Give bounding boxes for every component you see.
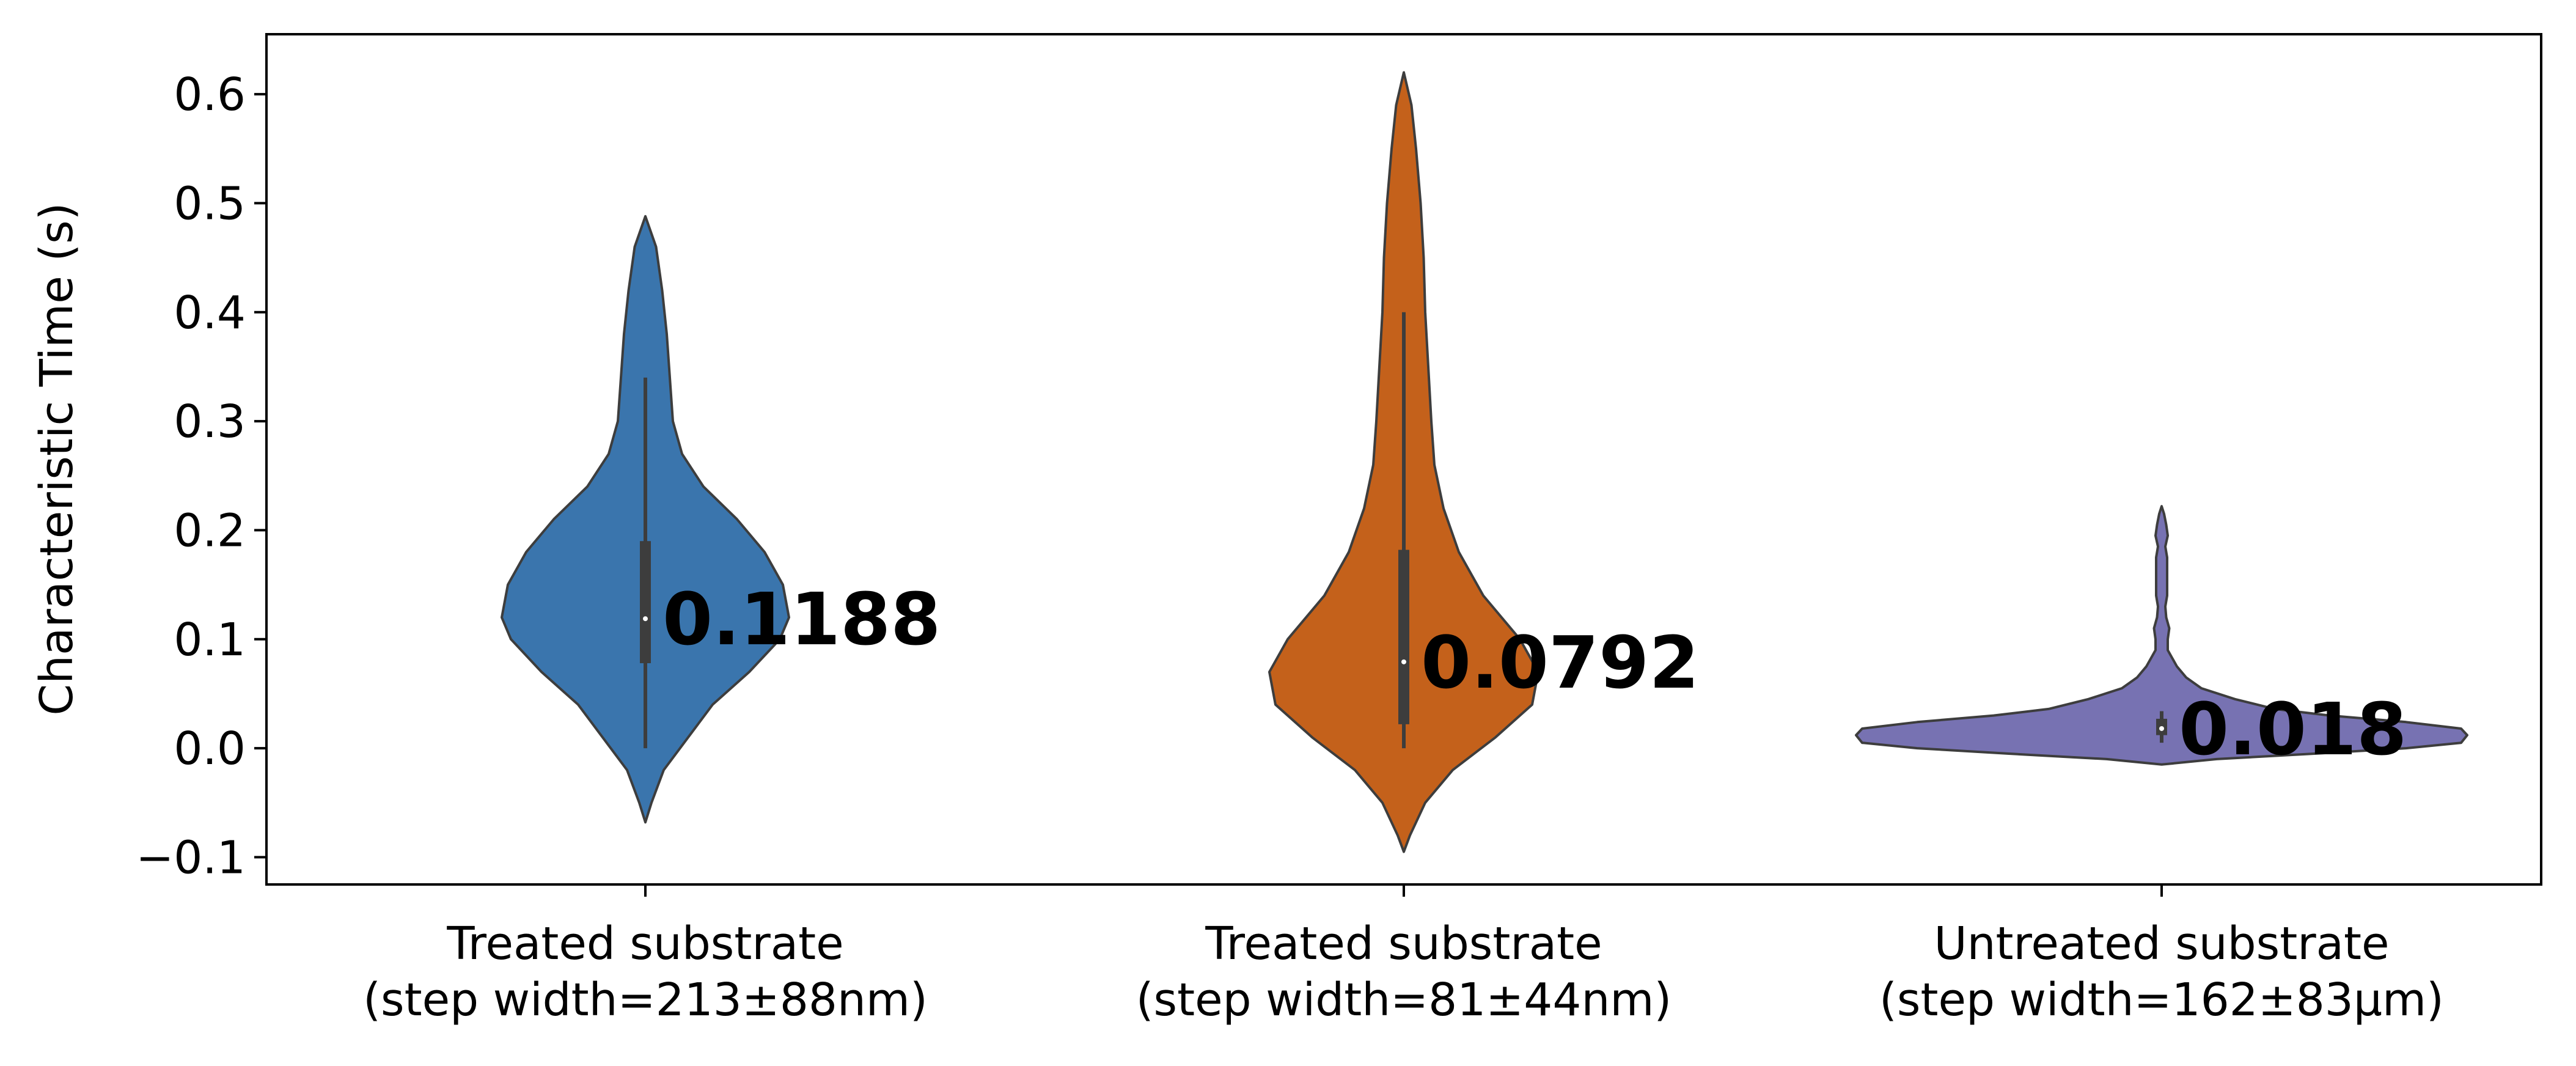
violin-group: 0.1188 xyxy=(501,215,941,824)
y-tick-label: 0.6 xyxy=(174,68,246,121)
y-tick-label: 0.3 xyxy=(174,395,246,448)
median-value-label: 0.018 xyxy=(2179,687,2407,771)
x-category-label-line1: Treated substrate xyxy=(446,917,843,970)
x-category-label-line2: (step width=162±83μm) xyxy=(1879,974,2444,1026)
x-category-label-line2: (step width=213±88nm) xyxy=(363,974,928,1026)
x-category-label-line1: Untreated substrate xyxy=(1934,917,2389,970)
violin-iqr-box xyxy=(1398,550,1409,724)
x-axis: Treated substrate(step width=213±88nm)Tr… xyxy=(363,884,2444,1026)
x-category-label-line2: (step width=81±44nm) xyxy=(1136,974,1672,1026)
y-tick-label: 0.1 xyxy=(174,614,246,666)
y-tick-label: 0.4 xyxy=(174,287,246,339)
violin-iqr-box xyxy=(640,541,651,663)
median-value-label: 0.0792 xyxy=(1421,620,1699,705)
plot-area: 0.1188 0.0792 0.018 xyxy=(501,71,2468,853)
violin-group: 0.018 xyxy=(1855,505,2468,771)
violin-median-dot xyxy=(2159,726,2164,731)
y-axis-title: Characteristic Time (s) xyxy=(31,202,83,715)
y-tick-label: 0.2 xyxy=(174,504,246,557)
violin-body xyxy=(1855,505,2468,766)
median-value-label: 0.1188 xyxy=(662,577,941,661)
violin-group: 0.0792 xyxy=(1268,71,1699,853)
violin-median-dot xyxy=(643,616,648,622)
y-tick-label: 0.0 xyxy=(174,722,246,775)
y-tick-label: −0.1 xyxy=(136,831,246,884)
y-tick-label: 0.5 xyxy=(174,177,246,230)
violin-median-dot xyxy=(1401,659,1406,664)
x-category-label-line1: Treated substrate xyxy=(1205,917,1602,970)
y-axis: −0.1 0.0 0.1 0.2 0.3 0.4 0.5 0.6 xyxy=(136,68,266,884)
